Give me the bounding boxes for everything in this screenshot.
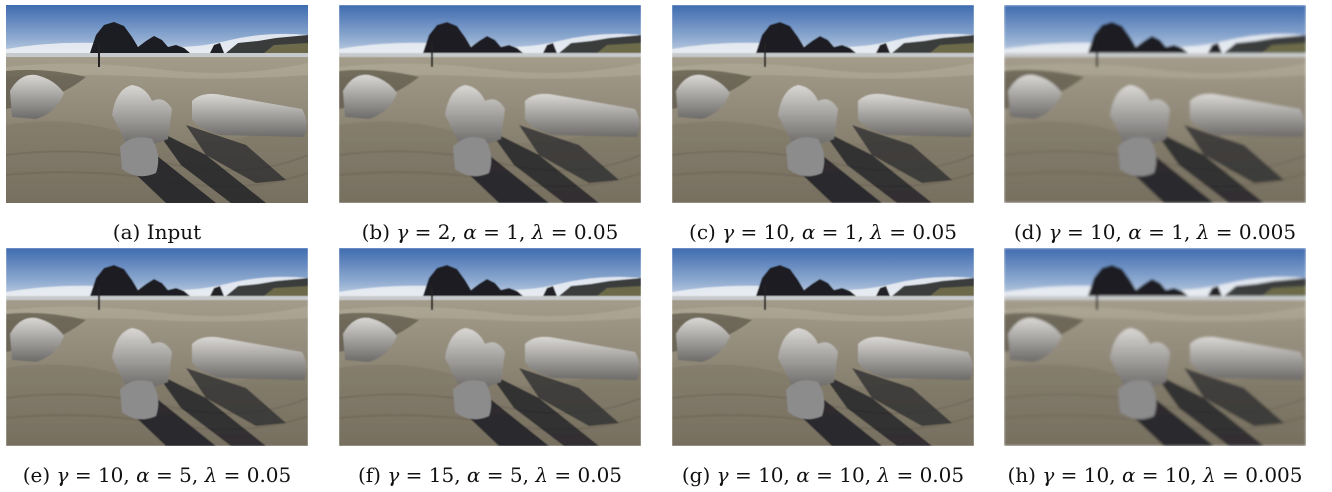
math-symbol: λ [870,220,883,244]
caption-text: = 10, [734,220,802,244]
beach-photo [339,5,641,203]
caption-text: = 0.05 [544,220,619,244]
panel-label: (f) [357,463,381,487]
caption-text: = 0.005 [1215,463,1303,487]
math-symbol: λ [204,463,218,487]
caption-text: = 10, [1135,463,1204,487]
beach-photo-image [6,248,308,446]
caption-text: = 1, [476,220,532,244]
math-symbol: γ [387,463,400,487]
caption-text: = 1, [815,220,871,244]
beach-photo [672,248,974,446]
math-symbol: α [1128,220,1142,244]
beach-photo-image [1004,5,1306,203]
caption-text: = 0.05 [882,220,957,244]
panel-label: (a) [112,220,141,244]
math-symbol: λ [531,220,545,244]
math-symbol: λ [535,463,549,487]
panel-label: (b) [361,220,391,244]
panel-caption: (a) Input [0,220,322,244]
beach-photo [1004,248,1306,446]
math-symbol: λ [1196,220,1210,244]
panel-label: (c) [689,220,716,244]
math-symbol: γ [722,220,735,244]
panel-label: (d) [1013,220,1043,244]
math-symbol: α [1121,463,1136,487]
caption-text: = 5, [480,463,536,487]
panel-caption: (d) γ = 10, α = 1, λ = 0.005 [990,220,1320,244]
math-symbol: α [801,220,816,244]
caption-text: = 0.05 [890,463,965,487]
caption-text: Input [146,220,202,244]
beach-photo [6,5,308,203]
beach-photo-image [672,5,974,203]
math-symbol: α [463,220,477,244]
caption-text: = 10, [1060,220,1129,244]
caption-text: = 10, [1054,463,1122,487]
beach-photo-image [1004,248,1306,446]
panel-label: (g) [681,463,711,487]
beach-photo [1004,5,1306,203]
math-symbol: λ [877,463,891,487]
caption-text: = 10, [68,463,137,487]
panel-caption: (e) γ = 10, α = 5, λ = 0.05 [0,463,322,487]
caption-text: = 5, [149,463,205,487]
caption-text: = 15, [399,463,467,487]
panel-caption: (b) γ = 2, α = 1, λ = 0.05 [325,220,655,244]
beach-photo [6,248,308,446]
caption-text: = 10, [809,463,878,487]
math-symbol: γ [1042,463,1055,487]
beach-photo-image [339,248,641,446]
beach-photo-image [672,248,974,446]
math-symbol: γ [716,463,729,487]
math-symbol: λ [1203,463,1216,487]
beach-photo [339,248,641,446]
caption-text: = 2, [408,220,464,244]
panel-caption: (h) γ = 10, α = 10, λ = 0.005 [990,463,1320,487]
beach-photo-image [339,5,641,203]
panel-caption: (f) γ = 15, α = 5, λ = 0.05 [325,463,655,487]
math-symbol: γ [56,463,69,487]
caption-text: = 1, [1141,220,1197,244]
beach-photo [672,5,974,203]
panel-caption: (c) γ = 10, α = 1, λ = 0.05 [658,220,988,244]
math-symbol: α [136,463,150,487]
math-symbol: γ [396,220,409,244]
beach-photo-image [6,5,308,203]
math-symbol: γ [1048,220,1061,244]
panel-label: (e) [22,463,51,487]
math-symbol: α [466,463,481,487]
math-symbol: α [796,463,810,487]
caption-text: = 0.05 [217,463,292,487]
caption-text: = 10, [728,463,797,487]
caption-text: = 0.05 [548,463,623,487]
panel-label: (h) [1007,463,1036,487]
panel-caption: (g) γ = 10, α = 10, λ = 0.05 [658,463,988,487]
caption-text: = 0.005 [1209,220,1297,244]
